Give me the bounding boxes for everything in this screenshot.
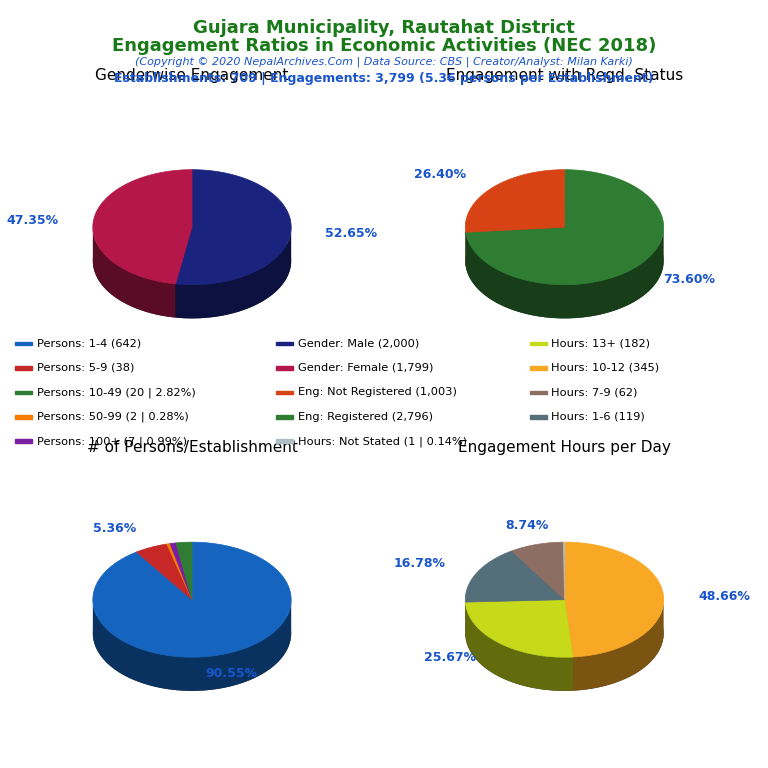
Text: Gender: Male (2,000): Gender: Male (2,000)	[298, 339, 419, 349]
Polygon shape	[465, 170, 564, 232]
Polygon shape	[465, 170, 664, 285]
Bar	[15, 391, 32, 394]
Text: 90.55%: 90.55%	[205, 667, 257, 680]
Bar	[15, 415, 32, 419]
Text: 8.74%: 8.74%	[505, 518, 548, 531]
Polygon shape	[465, 227, 564, 266]
Bar	[276, 415, 293, 419]
Title: # of Persons/Establishment: # of Persons/Establishment	[87, 441, 297, 455]
Bar	[530, 342, 547, 346]
Text: 25.67%: 25.67%	[424, 651, 476, 664]
Polygon shape	[93, 542, 291, 657]
Polygon shape	[93, 576, 291, 691]
Text: Eng: Not Registered (1,003): Eng: Not Registered (1,003)	[298, 387, 457, 397]
Text: Persons: 10-49 (20 | 2.82%): Persons: 10-49 (20 | 2.82%)	[37, 387, 196, 398]
Bar	[15, 342, 32, 346]
Text: 5.36%: 5.36%	[94, 522, 137, 535]
Bar	[530, 366, 547, 369]
Bar	[276, 391, 293, 394]
Polygon shape	[176, 542, 192, 600]
Text: Persons: 1-4 (642): Persons: 1-4 (642)	[37, 339, 141, 349]
Polygon shape	[564, 600, 573, 690]
Bar	[530, 415, 547, 419]
Polygon shape	[465, 551, 564, 602]
Text: 47.35%: 47.35%	[6, 214, 58, 227]
Text: Engagement Ratios in Economic Activities (NEC 2018): Engagement Ratios in Economic Activities…	[112, 37, 656, 55]
Polygon shape	[465, 600, 564, 636]
Title: Genderwise Engagement: Genderwise Engagement	[95, 68, 289, 83]
Text: 48.66%: 48.66%	[698, 590, 750, 603]
Polygon shape	[93, 226, 176, 318]
Text: Hours: 10-12 (345): Hours: 10-12 (345)	[551, 363, 660, 373]
Polygon shape	[465, 600, 573, 657]
Polygon shape	[512, 542, 564, 600]
Polygon shape	[170, 543, 192, 600]
Text: Establishments: 709 | Engagements: 3,799 (5.36 persons per Establishment): Establishments: 709 | Engagements: 3,799…	[114, 72, 654, 85]
Text: Gender: Female (1,799): Gender: Female (1,799)	[298, 363, 433, 373]
Text: Persons: 50-99 (2 | 0.28%): Persons: 50-99 (2 | 0.28%)	[37, 412, 189, 422]
Bar	[15, 439, 32, 443]
Text: Hours: Not Stated (1 | 0.14%): Hours: Not Stated (1 | 0.14%)	[298, 436, 467, 446]
Bar	[15, 366, 32, 369]
Bar	[276, 439, 293, 443]
Polygon shape	[573, 598, 664, 690]
Text: 73.60%: 73.60%	[664, 273, 715, 286]
Text: Persons: 100+ (7 | 0.99%): Persons: 100+ (7 | 0.99%)	[37, 436, 187, 446]
Bar	[276, 342, 293, 346]
Polygon shape	[137, 544, 192, 600]
Polygon shape	[465, 602, 573, 691]
Polygon shape	[564, 600, 573, 690]
Polygon shape	[176, 170, 291, 285]
Title: Engagement with Regd. Status: Engagement with Regd. Status	[446, 68, 683, 83]
Polygon shape	[465, 227, 564, 266]
Title: Engagement Hours per Day: Engagement Hours per Day	[458, 441, 671, 455]
Polygon shape	[93, 170, 192, 284]
Text: 52.65%: 52.65%	[326, 227, 378, 240]
Polygon shape	[564, 542, 664, 657]
Polygon shape	[93, 204, 291, 319]
Polygon shape	[176, 227, 192, 318]
Text: Persons: 5-9 (38): Persons: 5-9 (38)	[37, 363, 134, 373]
Text: 16.78%: 16.78%	[394, 557, 446, 570]
Text: Hours: 1-6 (119): Hours: 1-6 (119)	[551, 412, 645, 422]
Polygon shape	[176, 227, 192, 318]
Bar	[530, 391, 547, 394]
Polygon shape	[167, 544, 192, 600]
Polygon shape	[465, 204, 664, 319]
Text: (Copyright © 2020 NepalArchives.Com | Data Source: CBS | Creator/Analyst: Milan : (Copyright © 2020 NepalArchives.Com | Da…	[135, 57, 633, 68]
Polygon shape	[176, 226, 291, 319]
Polygon shape	[93, 601, 291, 691]
Polygon shape	[465, 600, 564, 636]
Text: 26.40%: 26.40%	[414, 168, 465, 181]
Text: Hours: 13+ (182): Hours: 13+ (182)	[551, 339, 650, 349]
Text: Eng: Registered (2,796): Eng: Registered (2,796)	[298, 412, 433, 422]
Polygon shape	[465, 228, 664, 319]
Bar	[276, 366, 293, 369]
Polygon shape	[465, 576, 664, 691]
Text: Gujara Municipality, Rautahat District: Gujara Municipality, Rautahat District	[193, 19, 575, 37]
Text: Hours: 7-9 (62): Hours: 7-9 (62)	[551, 387, 637, 397]
